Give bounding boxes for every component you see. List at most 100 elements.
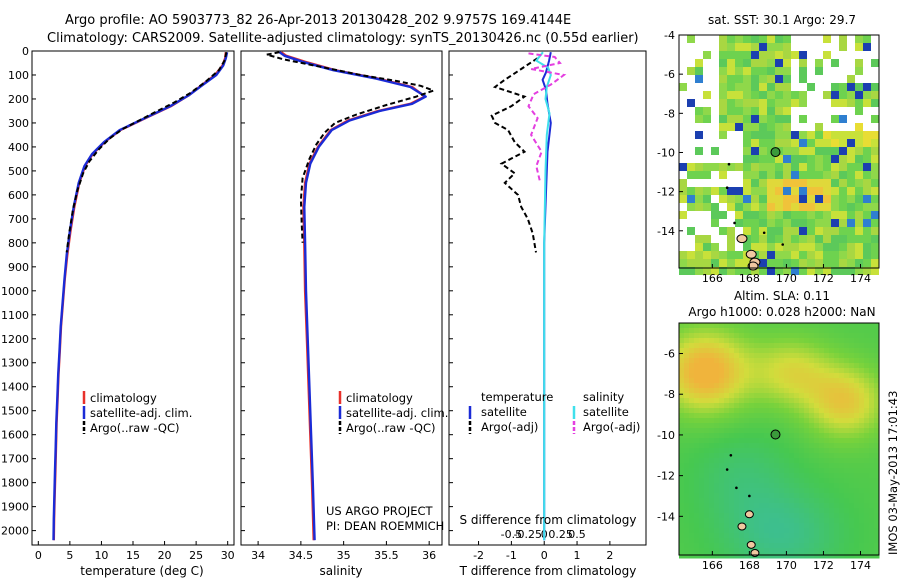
sla-cell (874, 358, 880, 364)
sla-cell (759, 498, 765, 504)
sla-cell (844, 553, 850, 559)
sst-cell (767, 267, 775, 275)
series-line-s-argo-adj- (527, 52, 567, 184)
sst-cell (839, 259, 847, 267)
sst-cell (775, 267, 783, 275)
sla-cell (854, 418, 860, 424)
sst-cell (799, 179, 807, 187)
sla-cell (679, 418, 685, 424)
sst-cell (815, 147, 823, 155)
sla-cell (759, 443, 765, 449)
sst-cell (839, 139, 847, 147)
sla-cell (814, 503, 820, 509)
sst-cell (751, 83, 759, 91)
sst-cell (735, 35, 743, 43)
sla-cell (764, 438, 770, 444)
sst-cell (871, 179, 879, 187)
sla-cell (774, 538, 780, 544)
sla-cell (784, 363, 790, 369)
sla-cell (799, 348, 805, 354)
sla-cell (824, 553, 830, 559)
sla-cell (764, 533, 770, 539)
sla-cell (864, 498, 870, 504)
sla-cell (799, 543, 805, 549)
sst-map-land (725, 162, 785, 271)
sla-cell (814, 468, 820, 474)
sla-cell (804, 338, 810, 344)
sst-cell (767, 171, 775, 179)
sla-cell (724, 453, 730, 459)
sla-cell (874, 453, 880, 459)
sla-cell (694, 343, 700, 349)
sla-cell (849, 368, 855, 374)
sla-cell (869, 353, 875, 359)
sla-cell (799, 413, 805, 419)
sla-cell (694, 413, 700, 419)
sla-cell (729, 528, 735, 534)
sla-cell (769, 508, 775, 514)
sla-cell (684, 488, 690, 494)
sla-cell (719, 518, 725, 524)
sla-cell (759, 398, 765, 404)
sla-cell (869, 388, 875, 394)
sla-cell (759, 478, 765, 484)
sla-cell (689, 338, 695, 344)
sst-cell (783, 227, 791, 235)
project-label: US ARGO PROJECT (326, 504, 434, 518)
sla-cell (769, 553, 775, 559)
sla-cell (744, 488, 750, 494)
sla-cell (759, 523, 765, 529)
sla-cell (734, 403, 740, 409)
sla-cell (699, 433, 705, 439)
sla-cell (764, 543, 770, 549)
sla-cell (859, 513, 865, 519)
sla-cell (874, 503, 880, 509)
sla-cell (739, 453, 745, 459)
sla-cell (764, 508, 770, 514)
sla-cell (754, 463, 760, 469)
sla-cell (744, 343, 750, 349)
sla-cell (694, 348, 700, 354)
sla-cell (809, 523, 815, 529)
sla-cell (704, 428, 710, 434)
sst-cell (751, 171, 759, 179)
sst-cell (815, 171, 823, 179)
sla-cell (714, 488, 720, 494)
sla-cell (834, 428, 840, 434)
sla-cell (714, 468, 720, 474)
sla-cell (694, 463, 700, 469)
sla-cell (684, 548, 690, 554)
sla-cell (709, 343, 715, 349)
sla-cell (814, 533, 820, 539)
sla-cell (839, 403, 845, 409)
sla-cell (819, 543, 825, 549)
sla-cell (869, 498, 875, 504)
sla-cell (759, 433, 765, 439)
sla-cell (784, 538, 790, 544)
sla-cell (844, 518, 850, 524)
sla-cell (694, 358, 700, 364)
sst-cell (863, 163, 871, 171)
sst-cell (863, 91, 871, 99)
sla-cell (829, 383, 835, 389)
sla-cell (679, 438, 685, 444)
sla-cell (744, 438, 750, 444)
sla-cell (749, 358, 755, 364)
sla-cell (819, 338, 825, 344)
sst-cell (855, 35, 863, 43)
sla-cell (849, 478, 855, 484)
sla-cell (804, 488, 810, 494)
sst-cell (743, 163, 751, 171)
sla-cell (819, 328, 825, 334)
sst-cell (815, 235, 823, 243)
sla-cell (679, 383, 685, 389)
sla-cell (729, 548, 735, 554)
sla-cell (714, 353, 720, 359)
sla-cell (774, 478, 780, 484)
sla-cell (694, 423, 700, 429)
sla-cell (724, 398, 730, 404)
sla-cell (724, 403, 730, 409)
sla-cell (844, 388, 850, 394)
sst-cell (855, 43, 863, 51)
sla-cell (854, 538, 860, 544)
